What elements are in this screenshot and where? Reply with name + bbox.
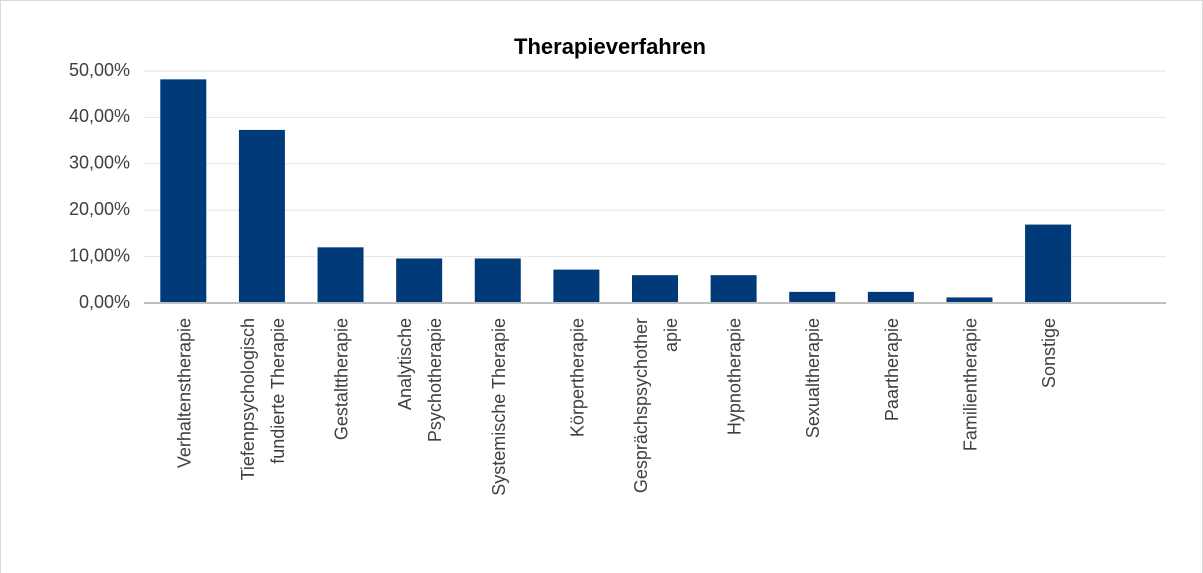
bar xyxy=(1025,224,1072,303)
bar xyxy=(396,258,443,303)
x-tick-label: Hypnotherapie xyxy=(725,318,745,435)
x-tick-label: Verhaltenstherapie xyxy=(174,318,194,468)
bar xyxy=(474,258,521,303)
bar xyxy=(710,275,757,303)
x-tick-label: Analytische Psychotherapie xyxy=(395,318,445,442)
x-tick-label: Familientherapie xyxy=(960,318,980,451)
bar xyxy=(789,291,836,303)
bar xyxy=(632,275,678,303)
x-tick-label: Paartherapie xyxy=(882,318,902,421)
x-tick-label: Tiefenpsychologisch fundierte Therapie xyxy=(238,318,288,480)
y-tick-label: 50,00% xyxy=(69,60,130,80)
x-tick-label: Körpertherapie xyxy=(567,318,587,437)
y-tick-label: 0,00% xyxy=(79,292,130,312)
bar xyxy=(160,79,207,304)
x-tick-label: Sexualtherapie xyxy=(803,318,823,438)
bar xyxy=(317,247,364,303)
y-tick-label: 30,00% xyxy=(69,153,130,173)
bar xyxy=(553,269,600,303)
y-tick-label: 40,00% xyxy=(69,106,130,126)
x-tick-label: Systemische Therapie xyxy=(489,318,509,496)
y-tick-label: 10,00% xyxy=(69,245,130,265)
bar xyxy=(946,297,993,303)
x-tick-label: Sonstige xyxy=(1039,318,1059,388)
bar xyxy=(238,129,285,303)
x-tick-label: Gesprächspsychother apie xyxy=(631,318,681,493)
chart-title: Therapieverfahren xyxy=(514,34,706,59)
bar xyxy=(867,291,914,303)
x-tick-label: Gestalttherapie xyxy=(332,318,352,440)
y-tick-label: 20,00% xyxy=(69,199,130,219)
